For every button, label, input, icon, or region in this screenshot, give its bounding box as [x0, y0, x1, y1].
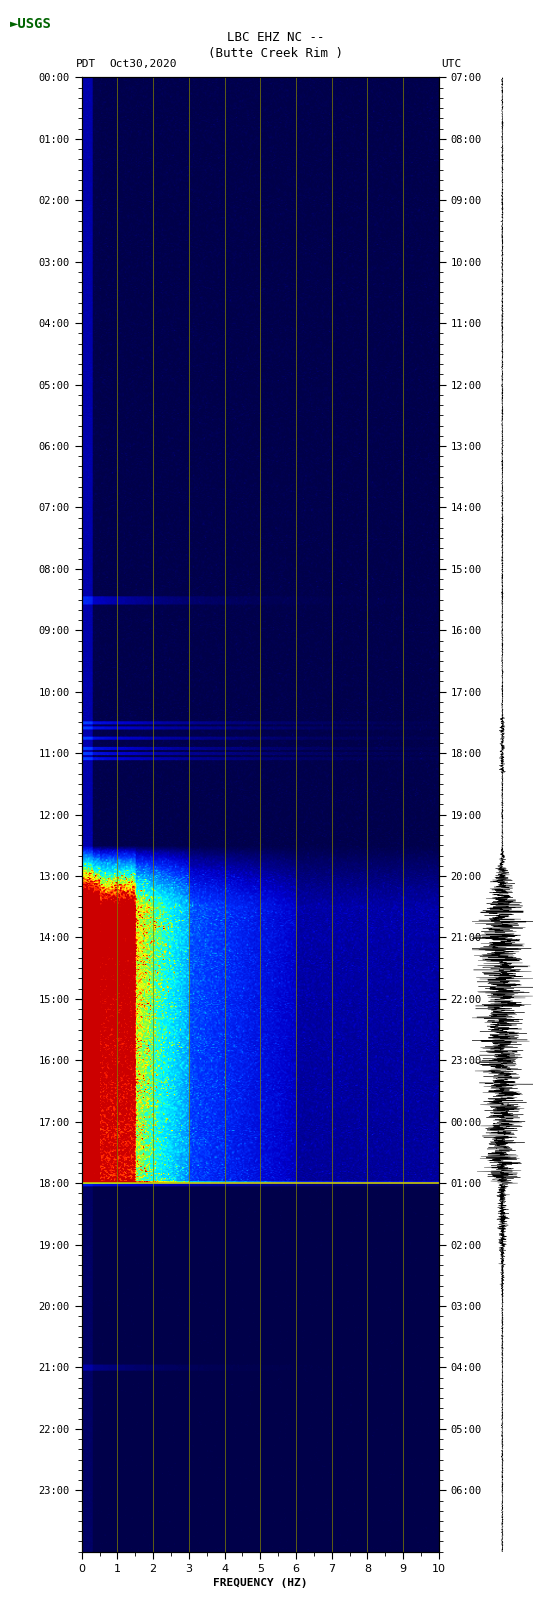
Text: UTC: UTC	[442, 58, 462, 69]
Text: (Butte Creek Rim ): (Butte Creek Rim )	[209, 47, 343, 60]
Text: Oct30,2020: Oct30,2020	[109, 58, 177, 69]
Text: LBC EHZ NC --: LBC EHZ NC --	[227, 31, 325, 44]
Text: PDT: PDT	[76, 58, 97, 69]
X-axis label: FREQUENCY (HZ): FREQUENCY (HZ)	[213, 1578, 307, 1587]
Text: ►USGS: ►USGS	[10, 18, 52, 31]
